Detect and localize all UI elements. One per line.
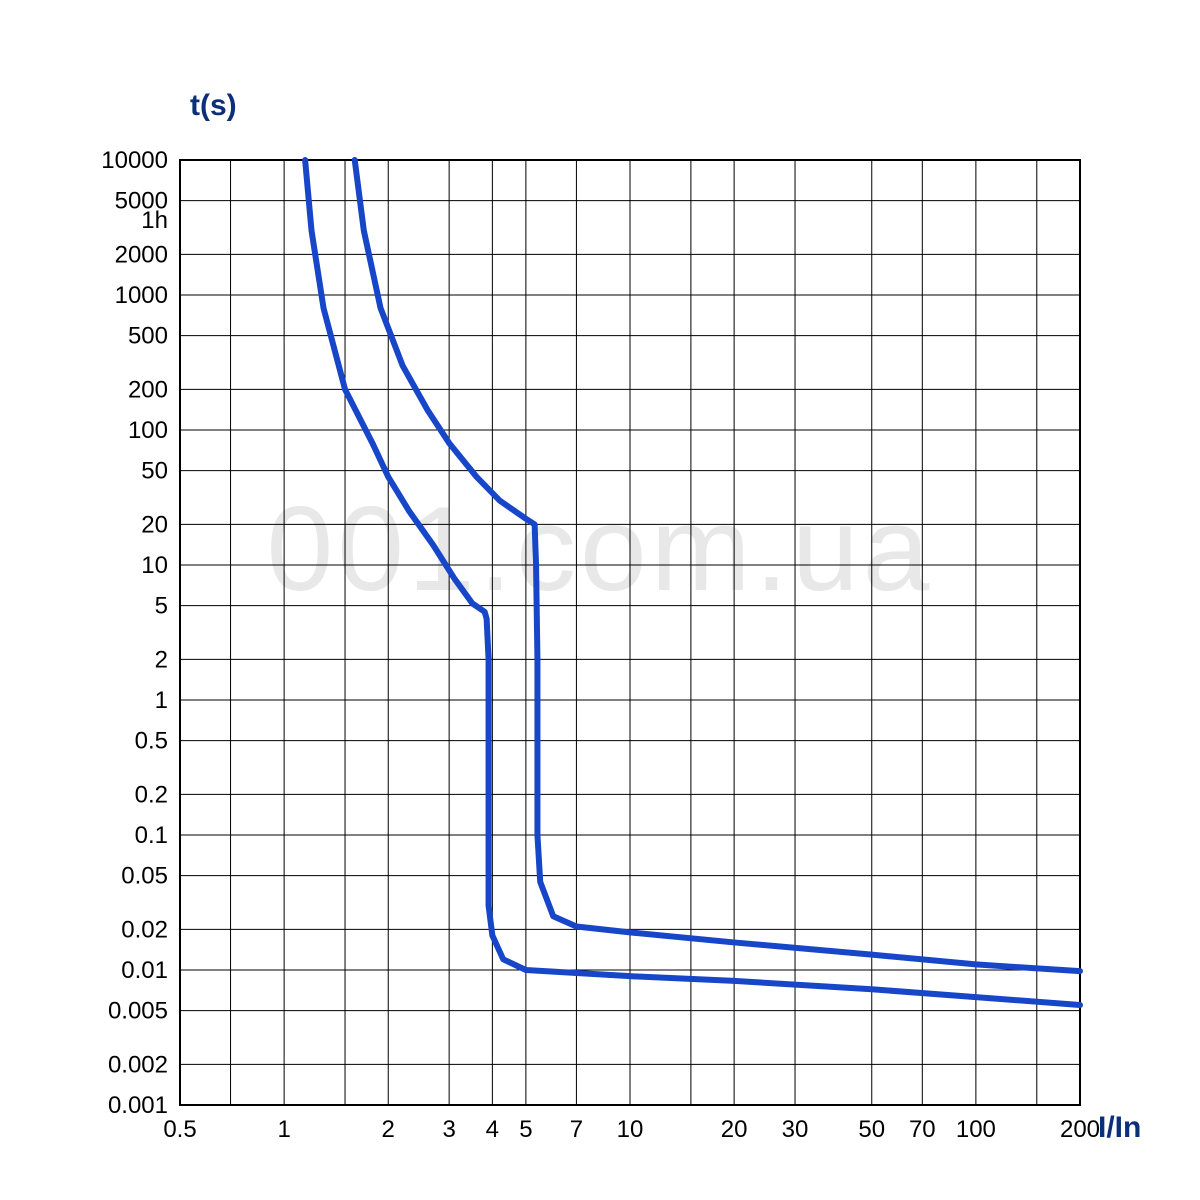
x-tick-label: 200 (1060, 1116, 1100, 1143)
x-tick-label: 7 (570, 1116, 583, 1143)
x-tick-label: 30 (782, 1116, 809, 1143)
x-tick-label: 1 (277, 1116, 290, 1143)
y-tick-label: 100 (128, 417, 168, 444)
y-tick-label: 2000 (115, 241, 168, 268)
x-tick-label: 4 (486, 1116, 499, 1143)
y-tick-label: 50 (141, 458, 168, 485)
y-tick-label: 5000 (115, 188, 168, 215)
x-tick-label: 70 (909, 1116, 936, 1143)
y-tick-label: 10 (141, 552, 168, 579)
y-axis-title: t(s) (190, 89, 237, 122)
y-tick-label: 10000 (101, 147, 168, 174)
y-tick-label: 0.002 (108, 1051, 168, 1078)
x-tick-label: 3 (442, 1116, 455, 1143)
y-tick-label: 1 (155, 687, 168, 714)
y-tick-label: 0.5 (135, 728, 168, 755)
y-tick-label: 0.02 (121, 916, 168, 943)
y-tick-label: 0.1 (135, 822, 168, 849)
y-tick-label: 0.05 (121, 863, 168, 890)
x-tick-label: 100 (956, 1116, 996, 1143)
trip-curve-chart: 001.com.ua0.512345710203050701002000.001… (0, 0, 1200, 1200)
x-tick-label: 5 (519, 1116, 532, 1143)
y-tick-label: 0.005 (108, 998, 168, 1025)
x-tick-label: 2 (382, 1116, 395, 1143)
y-tick-label: 0.2 (135, 781, 168, 808)
y-tick-label: 500 (128, 323, 168, 350)
y-tick-label: 2 (155, 646, 168, 673)
x-tick-label: 10 (617, 1116, 644, 1143)
x-tick-label: 20 (721, 1116, 748, 1143)
y-tick-label: 5 (155, 593, 168, 620)
x-tick-label: 0.5 (163, 1116, 196, 1143)
y-tick-label: 0.001 (108, 1092, 168, 1119)
y-tick-label: 200 (128, 376, 168, 403)
x-tick-label: 50 (858, 1116, 885, 1143)
watermark: 001.com.ua (266, 482, 933, 616)
x-axis-title: I/In (1098, 1111, 1141, 1144)
y-tick-label: 0.01 (121, 957, 168, 984)
y-tick-label: 1000 (115, 282, 168, 309)
y-tick-label: 20 (141, 511, 168, 538)
